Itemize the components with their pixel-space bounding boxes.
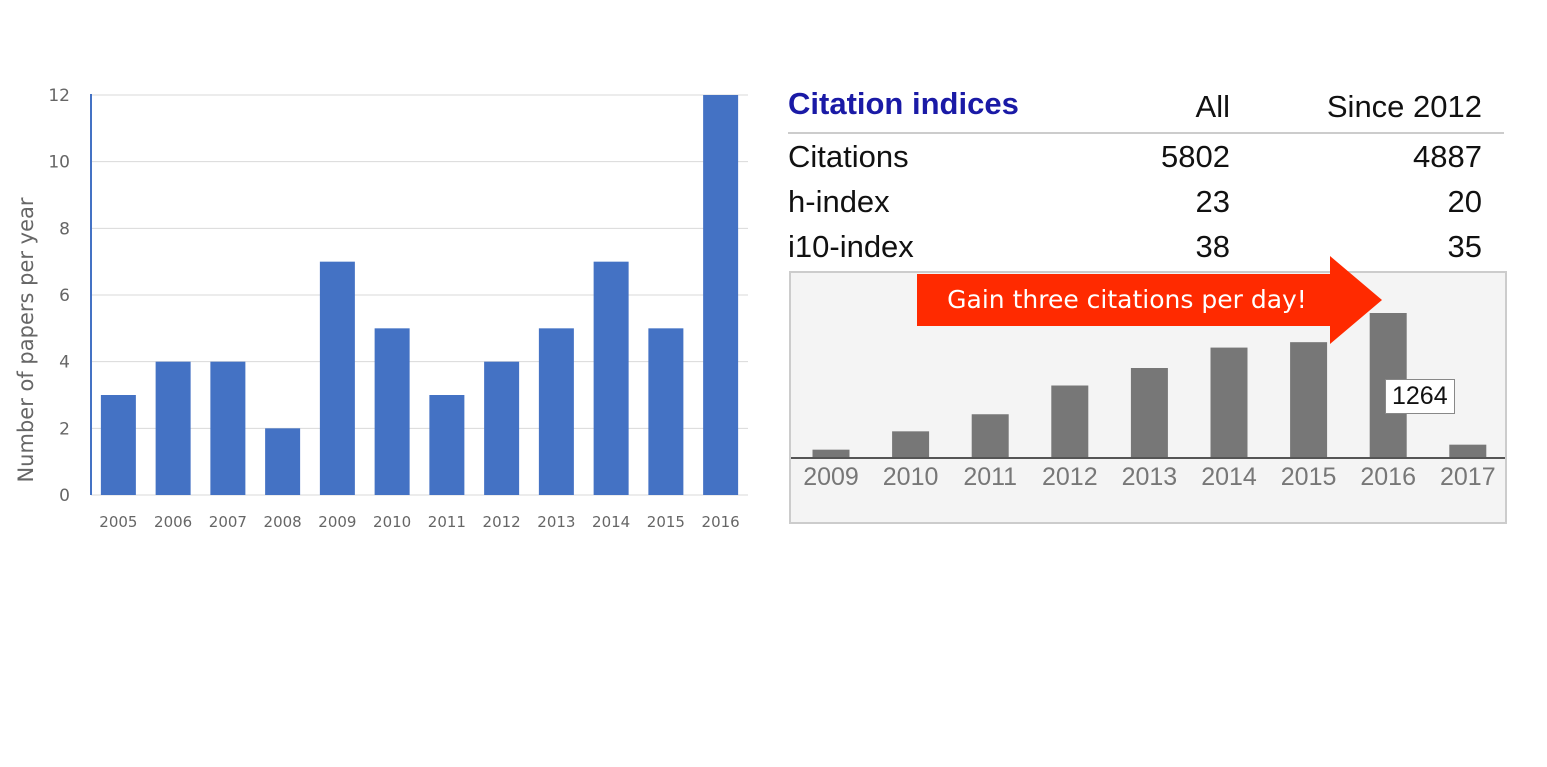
x-tick-label: 2005 bbox=[99, 513, 137, 531]
bar bbox=[1051, 385, 1089, 458]
x-tick-label: 2015 bbox=[647, 513, 685, 531]
bar bbox=[155, 361, 191, 495]
bar bbox=[971, 414, 1009, 458]
x-tick-label: 2013 bbox=[537, 513, 575, 531]
y-tick-labels: 0 2 4 6 8 10 12 bbox=[48, 86, 70, 506]
x-tick-label: 2006 bbox=[154, 513, 192, 531]
bar bbox=[812, 449, 850, 458]
x-tick-label: 2016 bbox=[702, 513, 740, 531]
row-label: h-index bbox=[788, 183, 890, 219]
bar bbox=[210, 361, 246, 495]
row-label: i10-index bbox=[788, 228, 914, 264]
x-tick-labels: 2009 2010 2011 2012 2013 2014 2015 2016 2017 bbox=[803, 463, 1495, 491]
x-tick-labels: 2005 2006 2007 2008 2009 2010 2011 2012 2013 2014… bbox=[99, 513, 739, 531]
table-row: h-index 23 20 bbox=[788, 179, 1504, 224]
bar bbox=[1130, 368, 1168, 458]
row-since-value: 35 bbox=[1447, 228, 1482, 264]
x-tick-label: 2017 bbox=[1440, 463, 1496, 491]
x-tick-label: 2009 bbox=[803, 463, 859, 491]
y-tick-label: 4 bbox=[59, 353, 70, 373]
row-all-value: 5802 bbox=[1161, 138, 1230, 174]
x-tick-label: 2015 bbox=[1281, 463, 1337, 491]
bar bbox=[429, 395, 465, 495]
y-tick-label: 10 bbox=[48, 153, 70, 173]
row-label: Citations bbox=[788, 138, 909, 174]
y-tick-label: 0 bbox=[59, 486, 70, 506]
bar bbox=[374, 328, 410, 495]
x-tick-label: 2010 bbox=[883, 463, 939, 491]
row-all-value: 23 bbox=[1195, 183, 1230, 219]
y-tick-label: 8 bbox=[59, 219, 70, 239]
bar bbox=[593, 261, 629, 495]
x-tick-label: 2010 bbox=[373, 513, 411, 531]
x-tick-label: 2016 bbox=[1360, 463, 1416, 491]
x-tick-label: 2009 bbox=[318, 513, 356, 531]
arrow-shape bbox=[917, 256, 1382, 344]
bar bbox=[538, 328, 574, 495]
citation-indices-table: Citation indices All Since 2012 Citation… bbox=[788, 82, 1504, 269]
column-header-since: Since 2012 bbox=[1326, 89, 1482, 124]
table-row: Citations 5802 4887 bbox=[788, 134, 1504, 179]
red-arrow-annotation bbox=[917, 256, 1382, 344]
bar bbox=[484, 361, 520, 495]
bars bbox=[100, 95, 739, 495]
bar bbox=[1449, 444, 1487, 458]
column-header-all: All bbox=[1195, 89, 1230, 124]
grid-lines bbox=[91, 94, 748, 496]
x-tick-label: 2013 bbox=[1122, 463, 1178, 491]
y-tick-label: 2 bbox=[59, 419, 70, 439]
bar bbox=[1210, 347, 1248, 458]
x-tick-label: 2011 bbox=[428, 513, 466, 531]
bar bbox=[703, 95, 739, 495]
table-title: Citation indices bbox=[788, 86, 1019, 121]
value-tooltip: 1264 bbox=[1385, 379, 1455, 414]
x-tick-label: 2007 bbox=[209, 513, 247, 531]
bar bbox=[1290, 342, 1328, 458]
x-tick-label: 2014 bbox=[592, 513, 630, 531]
x-tick-label: 2014 bbox=[1201, 463, 1257, 491]
bar bbox=[100, 395, 136, 495]
table-row: i10-index 38 35 bbox=[788, 224, 1504, 269]
y-tick-label: 12 bbox=[48, 86, 70, 106]
bar bbox=[265, 428, 301, 495]
bar bbox=[319, 261, 355, 495]
y-tick-label: 6 bbox=[59, 286, 70, 306]
row-all-value: 38 bbox=[1195, 228, 1230, 264]
x-tick-label: 2011 bbox=[963, 463, 1017, 491]
x-tick-label: 2008 bbox=[264, 513, 302, 531]
row-since-value: 20 bbox=[1447, 183, 1482, 219]
annotation-text: Gain three citations per day! bbox=[947, 285, 1307, 314]
row-since-value: 4887 bbox=[1413, 138, 1482, 174]
table-header: Citation indices All Since 2012 bbox=[788, 82, 1504, 134]
x-tick-label: 2012 bbox=[483, 513, 521, 531]
bar bbox=[648, 328, 684, 495]
bar bbox=[892, 431, 930, 458]
x-tick-label: 2012 bbox=[1042, 463, 1098, 491]
y-axis-label: Number of papers per year bbox=[14, 197, 38, 482]
